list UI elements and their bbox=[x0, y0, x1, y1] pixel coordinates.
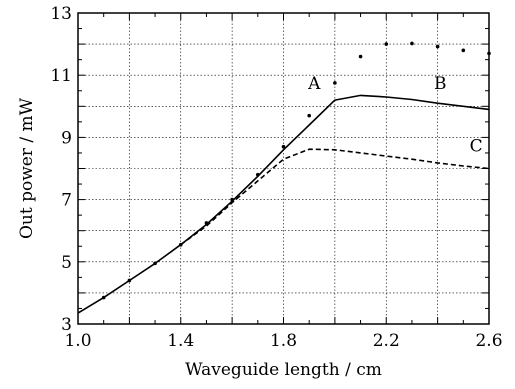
y-axis-title: Out power / mW bbox=[17, 97, 37, 239]
y-tick-label: 11 bbox=[50, 66, 72, 86]
labels-layer: 1.0 1.4 1.8 2.2 2.6 3 5 7 9 11 13 A B C bbox=[50, 4, 502, 351]
data-point bbox=[461, 48, 466, 53]
y-tick-label: 9 bbox=[61, 128, 72, 148]
x-tick-label: 1.4 bbox=[167, 331, 194, 351]
x-tick-label: 1.8 bbox=[270, 331, 297, 351]
grid-layer bbox=[78, 13, 489, 324]
series-layer bbox=[77, 41, 491, 314]
data-point bbox=[435, 44, 440, 49]
y-tick-label: 7 bbox=[61, 191, 72, 211]
data-point bbox=[410, 41, 414, 46]
annotation-label: A bbox=[307, 74, 321, 94]
x-tick-label: 2.6 bbox=[475, 331, 502, 351]
data-point bbox=[333, 81, 337, 85]
plot-frame bbox=[77, 12, 490, 325]
data-point bbox=[384, 42, 389, 46]
data-point bbox=[307, 113, 311, 118]
x-axis-title: Waveguide length / cm bbox=[185, 360, 382, 380]
annotation-label: C bbox=[470, 136, 483, 156]
y-tick-label: 3 bbox=[61, 315, 72, 335]
series-line-dashed bbox=[180, 148, 490, 246]
series-line-solid bbox=[77, 94, 490, 314]
y-tick-label: 5 bbox=[61, 253, 72, 273]
data-point bbox=[358, 54, 363, 59]
y-tick-label: 13 bbox=[50, 4, 72, 24]
data-point bbox=[281, 144, 286, 149]
x-tick-label: 1.0 bbox=[64, 331, 91, 351]
x-tick-label: 2.2 bbox=[373, 331, 400, 351]
annotation-label: B bbox=[434, 74, 447, 94]
